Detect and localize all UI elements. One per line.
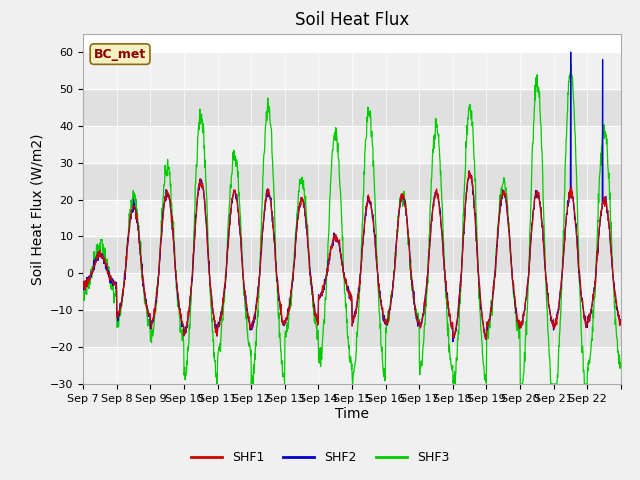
Bar <box>83 200 621 237</box>
Bar <box>83 347 621 384</box>
Bar <box>83 52 621 89</box>
Legend: SHF1, SHF2, SHF3: SHF1, SHF2, SHF3 <box>186 446 454 469</box>
Bar <box>83 163 621 200</box>
Y-axis label: Soil Heat Flux (W/m2): Soil Heat Flux (W/m2) <box>31 133 44 285</box>
Bar <box>83 310 621 347</box>
Bar <box>83 126 621 163</box>
Bar <box>83 237 621 273</box>
Title: Soil Heat Flux: Soil Heat Flux <box>295 11 409 29</box>
Text: BC_met: BC_met <box>94 48 146 60</box>
Bar <box>83 273 621 310</box>
X-axis label: Time: Time <box>335 407 369 420</box>
Bar <box>83 89 621 126</box>
